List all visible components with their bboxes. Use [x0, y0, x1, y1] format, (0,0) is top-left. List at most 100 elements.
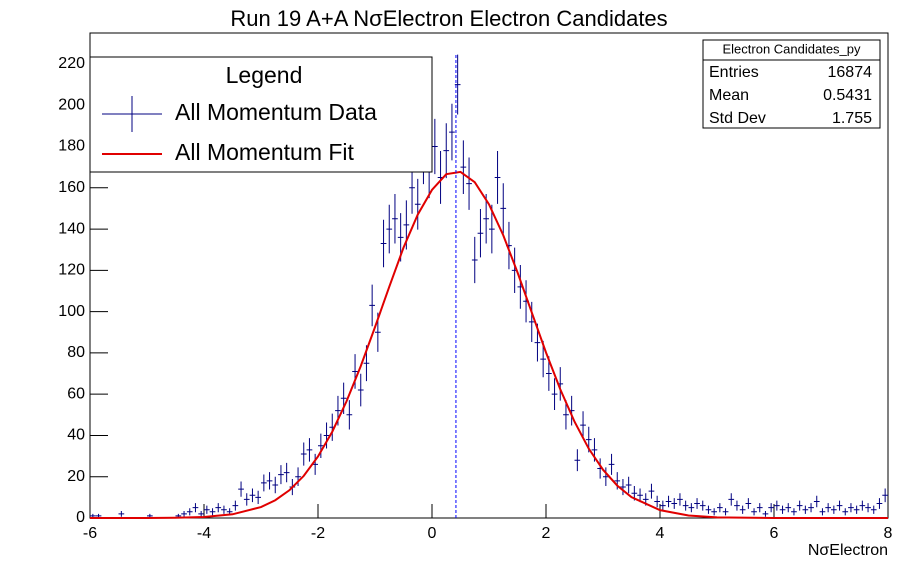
data-point [739, 505, 746, 514]
stats-value: 16874 [828, 64, 873, 81]
data-point [694, 498, 700, 509]
x-tick-label: 6 [770, 525, 779, 542]
data-point [323, 422, 330, 449]
data-point [580, 411, 586, 439]
data-point [414, 178, 421, 230]
data-point [255, 490, 261, 504]
data-point [791, 508, 797, 516]
data-point [848, 503, 854, 513]
data-point [249, 488, 256, 503]
data-point [352, 354, 358, 389]
stats-label: Mean [709, 87, 749, 104]
x-axis-label: NσElectron [808, 542, 888, 559]
data-point [563, 400, 569, 430]
data-point [762, 510, 769, 517]
data-point [677, 493, 683, 506]
data-point [688, 503, 695, 513]
data-point [705, 505, 712, 514]
stats-box [702, 39, 881, 129]
data-point [551, 378, 558, 411]
data-point [181, 510, 187, 517]
x-tick-label: -2 [311, 525, 325, 542]
data-point [306, 438, 313, 462]
data-point [768, 503, 774, 513]
data-point [785, 503, 792, 513]
data-point [831, 505, 837, 514]
data-point [734, 500, 740, 511]
data-point [209, 508, 216, 516]
data-point [808, 503, 814, 513]
data-point [779, 505, 786, 514]
data-point [819, 508, 826, 516]
data-point [392, 193, 398, 244]
data-point [192, 503, 199, 513]
y-tick-label: 0 [76, 509, 85, 526]
data-point [186, 508, 193, 516]
data-point [466, 157, 472, 210]
data-point [836, 500, 843, 511]
data-point [870, 505, 877, 514]
stats-label: Std Dev [709, 110, 766, 127]
data-point [722, 508, 729, 516]
data-point [796, 500, 803, 511]
data-point [500, 183, 507, 234]
data-point [728, 493, 735, 506]
y-tick-label: 180 [58, 138, 85, 155]
data-point [454, 54, 461, 115]
data-point [648, 483, 655, 499]
data-point [853, 505, 860, 514]
data-point [238, 481, 244, 497]
data-point [756, 503, 763, 513]
y-tick-label: 20 [67, 468, 85, 485]
y-tick-label: 120 [58, 262, 85, 279]
data-point [477, 209, 484, 258]
data-point [660, 500, 666, 511]
data-point [745, 498, 752, 509]
x-tick-label: 8 [884, 525, 893, 542]
data-point [494, 151, 501, 204]
y-tick-label: 220 [58, 55, 85, 72]
data-point [620, 478, 626, 496]
data-point [603, 467, 609, 487]
plot-frame [89, 32, 889, 519]
data-point [813, 495, 820, 508]
data-point [665, 495, 672, 508]
data-point [266, 472, 273, 490]
data-point [386, 204, 393, 254]
data-point [717, 503, 723, 513]
stats-value: 1.755 [832, 110, 872, 127]
data-point [318, 433, 324, 458]
data-point [774, 500, 780, 511]
legend-title: Legend [226, 62, 303, 88]
data-point [300, 442, 307, 466]
y-tick-label: 80 [67, 344, 85, 361]
data-point [198, 510, 204, 517]
y-tick-label: 60 [67, 385, 85, 402]
data-point [215, 503, 222, 513]
data-point [471, 236, 478, 284]
data-point [272, 476, 279, 494]
data-point [528, 301, 535, 342]
data-point [802, 505, 809, 514]
y-tick-label: 140 [58, 220, 85, 237]
data-point [671, 498, 678, 509]
data-point [460, 140, 467, 194]
data-point [380, 219, 387, 268]
data-point [842, 508, 849, 516]
data-point [825, 503, 831, 513]
data-point [751, 508, 757, 516]
fit-line [90, 170, 888, 519]
data-point [682, 500, 689, 511]
data-point [711, 508, 717, 516]
data-point [574, 449, 581, 472]
x-tick-label: 0 [428, 525, 437, 542]
data-point [261, 474, 267, 492]
data-point [443, 123, 450, 179]
y-tick-label: 40 [67, 427, 85, 444]
x-tick-label: 2 [542, 525, 551, 542]
data-point [876, 498, 883, 509]
data-point [654, 495, 660, 508]
stats-value: 0.5431 [823, 87, 872, 104]
legend-label: All Momentum Data [175, 99, 377, 125]
